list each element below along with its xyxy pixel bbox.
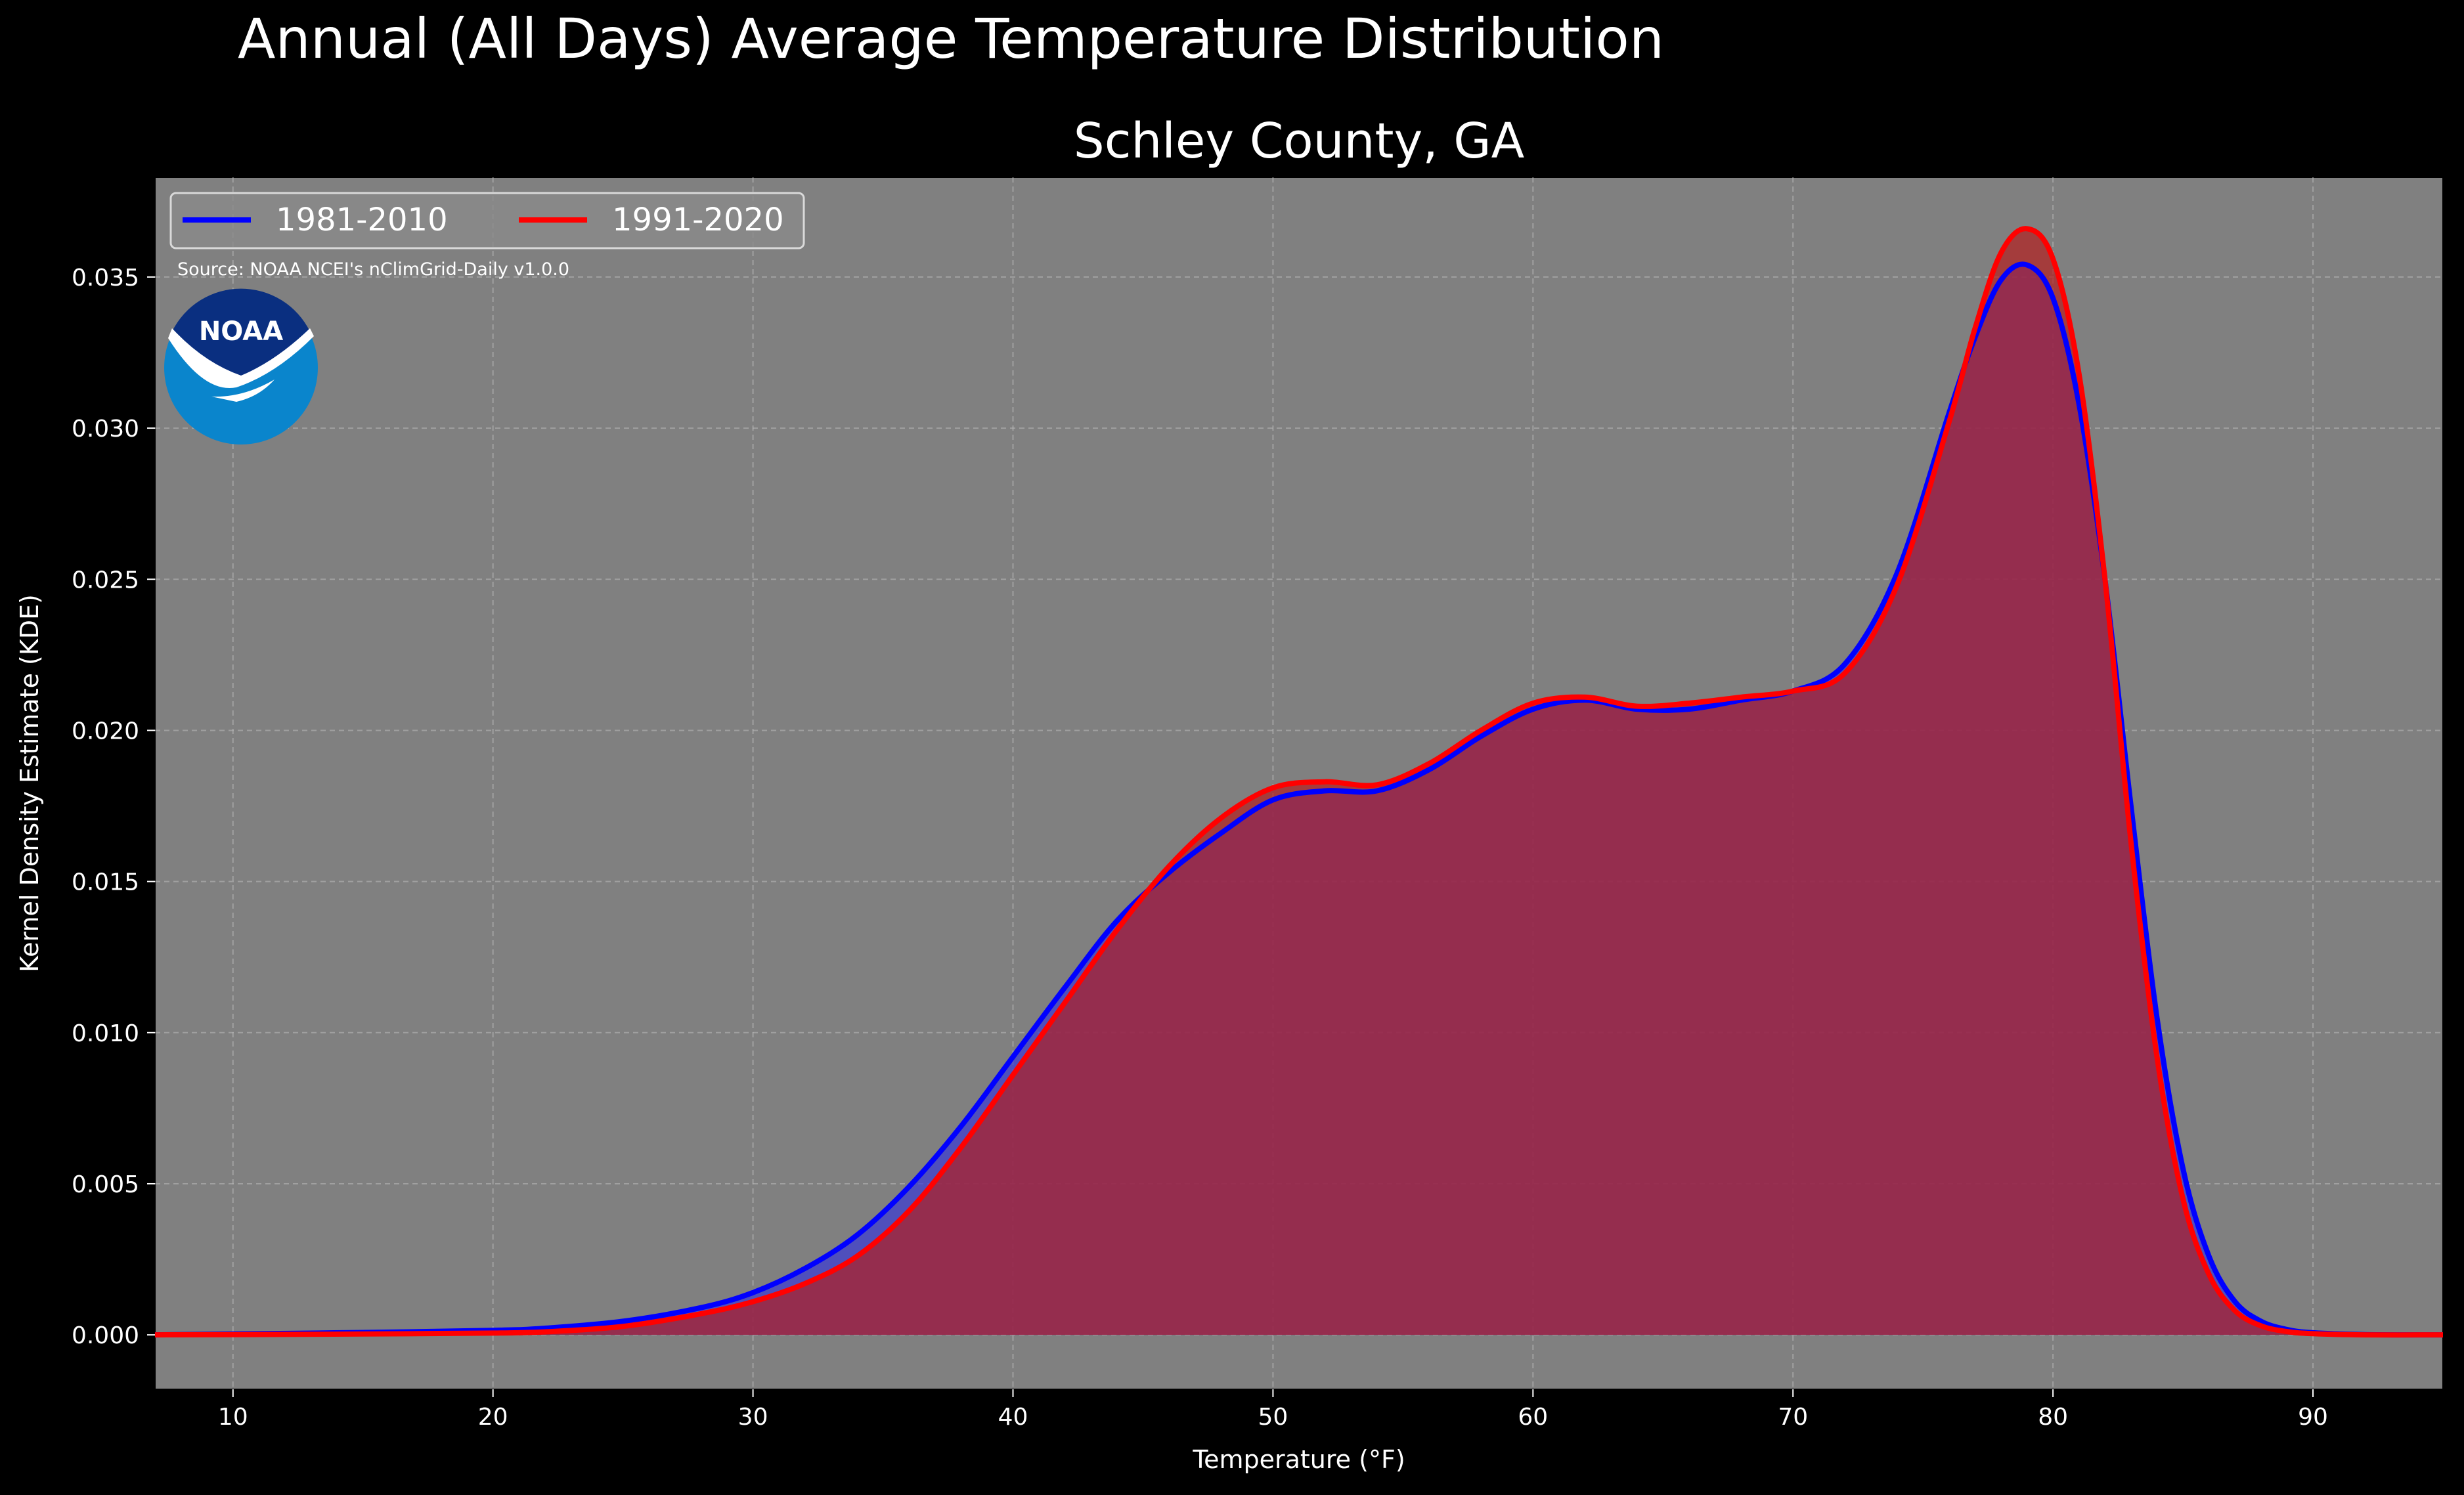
x-tick-label: 90 xyxy=(2298,1404,2328,1431)
y-tick-label: 0.005 xyxy=(72,1171,139,1198)
x-tick-label: 50 xyxy=(1258,1404,1288,1431)
x-tick-label: 60 xyxy=(1518,1404,1548,1431)
legend-label-1981-2010: 1981-2010 xyxy=(276,202,448,238)
y-tick-label: 0.030 xyxy=(72,416,139,443)
chart-subtitle: Schley County, GA xyxy=(1074,113,1525,169)
y-tick-label: 0.025 xyxy=(72,567,139,594)
y-tick-label: 0.000 xyxy=(72,1322,139,1349)
chart-title: Annual (All Days) Average Temperature Di… xyxy=(238,7,1664,71)
x-tick-label: 80 xyxy=(2038,1404,2068,1431)
noaa-logo: NOAA xyxy=(164,288,318,444)
y-tick-label: 0.035 xyxy=(72,265,139,292)
y-axis-ticks: 0.000 0.005 0.010 0.015 0.020 0.025 0.030 0.035 xyxy=(72,265,155,1349)
x-axis-label: Temperature (°F) xyxy=(1192,1445,1405,1474)
legend-label-1991-2020: 1991-2020 xyxy=(612,202,784,238)
legend: 1981-2010 1991-2020 xyxy=(169,192,805,249)
x-axis-ticks: 10 20 30 40 50 60 70 80 90 xyxy=(218,1389,2328,1431)
legend-box xyxy=(169,192,805,249)
x-tick-label: 10 xyxy=(218,1404,248,1431)
y-tick-label: 0.020 xyxy=(72,718,139,745)
noaa-logo-text: NOAA xyxy=(199,316,283,347)
x-tick-label: 30 xyxy=(738,1404,768,1431)
x-tick-label: 70 xyxy=(1778,1404,1808,1431)
y-tick-label: 0.015 xyxy=(72,869,139,896)
density-line-1991-2020 xyxy=(154,226,2444,1338)
x-tick-label: 40 xyxy=(998,1404,1028,1431)
x-tick-label: 20 xyxy=(478,1404,508,1431)
density-fill-1991-2020 xyxy=(155,228,2443,1335)
y-axis-label: Kernel Density Estimate (KDE) xyxy=(15,594,44,972)
y-tick-label: 0.010 xyxy=(72,1020,139,1047)
density-line-1981-2010 xyxy=(154,261,2444,1338)
density-fills xyxy=(155,228,2443,1335)
source-note: Source: NOAA NCEI's nClimGrid-Daily v1.0… xyxy=(177,259,569,280)
density-lines xyxy=(154,226,2444,1338)
